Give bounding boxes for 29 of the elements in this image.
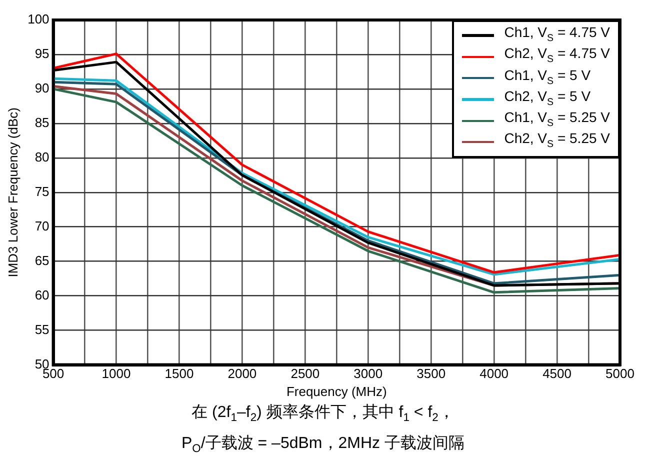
- x-tick-label: 1000: [102, 366, 131, 382]
- y-tick-label: 95: [34, 46, 50, 62]
- y-tick-label: 70: [34, 218, 50, 234]
- legend-label: Ch1, V$_{S}$ = 4.75 V: [504, 24, 610, 46]
- y-tick-label: 80: [34, 150, 50, 164]
- y-tick-label: 60: [34, 287, 50, 302]
- legend-label: Ch1, V$_{S}$ = 5 V: [504, 66, 591, 88]
- x-tick-label: 1500: [164, 366, 194, 382]
- legend-label: Ch2, V$_{S}$ = 5 V: [504, 88, 591, 110]
- x-tick-label: 3000: [354, 366, 383, 382]
- x-tick-label: 3500: [416, 366, 446, 382]
- y-tick-label: 85: [34, 115, 50, 130]
- y-tick-label: 100: [28, 12, 50, 27]
- y-tick-label: 55: [34, 322, 50, 337]
- x-tick-label: 2000: [228, 366, 257, 382]
- legend-label: Ch2, V$_{S}$ = 5.25 V: [504, 130, 610, 152]
- x-tick-label: 2500: [290, 366, 320, 382]
- legend-label: Ch1, V$_{S}$ = 5.25 V: [504, 109, 610, 131]
- legend-label: Ch2, V$_{S}$ = 4.75 V: [504, 45, 610, 68]
- y-tick-label: 90: [34, 80, 50, 96]
- x-tick-label: 4000: [480, 366, 509, 382]
- text: P$_{O}$/子载波 = –5dBm，2MHz 子载波间隔: [180, 434, 466, 458]
- x-tick-label: 5000: [606, 366, 634, 382]
- text: 在 (2f$_{1}$–f$_{2}$) 频率条件下，其中 f$_{1}$ < f$_{2}$，: [192, 404, 454, 424]
- x-tick-label: 4500: [542, 366, 572, 382]
- x-axis-title: Frequency (MHz): [286, 384, 387, 399]
- y-axis-title: IMD3 Lower Frequency (dBc): [5, 108, 20, 278]
- y-tick-label: 75: [34, 184, 50, 199]
- y-tick-label: 65: [34, 252, 50, 268]
